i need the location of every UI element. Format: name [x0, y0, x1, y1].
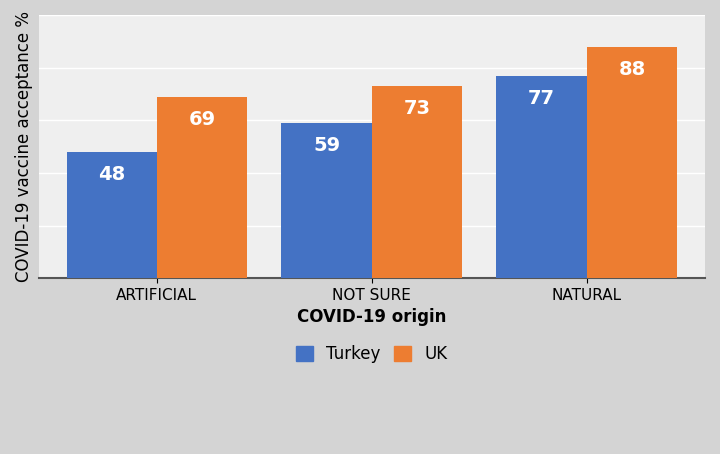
Bar: [282, 123, 372, 278]
Text: 69: 69: [189, 110, 215, 129]
Bar: [66, 152, 157, 278]
Text: 48: 48: [98, 165, 125, 184]
Text: 88: 88: [618, 60, 646, 79]
Text: 59: 59: [313, 136, 340, 155]
Y-axis label: COVID-19 vaccine acceptance %: COVID-19 vaccine acceptance %: [15, 11, 33, 282]
Bar: [497, 75, 587, 278]
Bar: [372, 86, 462, 278]
X-axis label: COVID-19 origin: COVID-19 origin: [297, 308, 446, 326]
Text: 73: 73: [403, 99, 431, 118]
Bar: [157, 97, 247, 278]
Bar: [587, 47, 677, 278]
Legend: Turkey, UK: Turkey, UK: [289, 339, 454, 370]
Text: 77: 77: [528, 89, 555, 108]
